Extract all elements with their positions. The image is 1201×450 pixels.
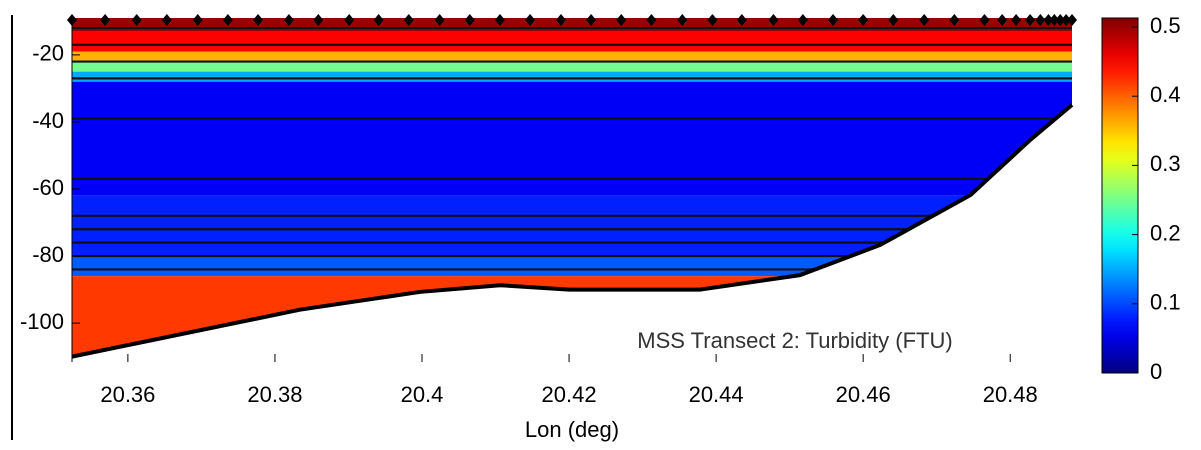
x-tick-label: 20.38 (247, 382, 302, 407)
turbidity-layer (72, 61, 1072, 72)
colorbar-tick-label: 0 (1150, 359, 1162, 384)
station-marker (768, 14, 779, 26)
x-axis-label: Lon (deg) (525, 417, 619, 442)
y-tick-label: -80 (32, 242, 64, 267)
station-marker (344, 14, 355, 26)
station-marker (828, 14, 839, 26)
station-marker (1025, 14, 1036, 26)
station-marker (100, 14, 111, 26)
turbidity-layer (72, 31, 1072, 52)
station-marker (464, 14, 475, 26)
y-tick-label: -40 (32, 108, 64, 133)
x-tick-label: 20.44 (689, 382, 744, 407)
seafloor-line (71, 103, 1074, 359)
colorbar-tick-label: 0.2 (1150, 220, 1181, 245)
colorbar (1101, 17, 1139, 374)
station-marker (858, 14, 869, 26)
y-tick-label: -100 (20, 309, 64, 334)
station-marker (1067, 14, 1077, 26)
station-marker (222, 14, 233, 26)
station-marker (736, 14, 747, 26)
overlay (67, 14, 1077, 359)
station-marker (997, 14, 1008, 26)
station-marker (313, 14, 324, 26)
turbidity-layer (72, 81, 1072, 196)
station-marker (586, 14, 597, 26)
x-tick-label: 20.42 (542, 382, 597, 407)
station-marker (1049, 14, 1060, 26)
station-marker (283, 14, 294, 26)
annotation: MSS Transect 2: Turbidity (FTU) (637, 328, 952, 353)
station-marker (192, 14, 203, 26)
turbidity-layer (72, 256, 1072, 277)
station-marker (1043, 14, 1054, 26)
x-tick-label: 20.36 (100, 382, 155, 407)
station-marker (1035, 14, 1046, 26)
station-marker (677, 14, 688, 26)
station-marker (1061, 14, 1072, 26)
y-tick-label: -60 (32, 175, 64, 200)
x-tick-label: 20.46 (836, 382, 891, 407)
turbidity-layer (72, 71, 1072, 82)
station-marker (253, 14, 264, 26)
station-marker (888, 14, 899, 26)
turbidity-layer (72, 51, 1072, 62)
colorbar-tick-label: 0.4 (1150, 82, 1181, 107)
station-marker (555, 14, 566, 26)
x-tick-label: 20.4 (401, 382, 444, 407)
station-marker (494, 14, 505, 26)
station-marker (646, 14, 657, 26)
x-tick-label: 20.48 (983, 382, 1038, 407)
station-marker (949, 14, 960, 26)
colorbar-tick-label: 0.5 (1150, 13, 1181, 38)
field (72, 18, 1072, 357)
station-marker (616, 14, 627, 26)
turbidity-layer (72, 195, 1072, 257)
station-marker (979, 14, 990, 26)
station-marker (161, 14, 172, 26)
y-tick-label: -20 (32, 41, 64, 66)
station-marker (525, 14, 536, 26)
station-marker (707, 14, 718, 26)
station-marker (403, 14, 414, 26)
station-marker (1055, 14, 1066, 26)
station-marker (131, 14, 142, 26)
station-marker (434, 14, 445, 26)
station-marker (373, 14, 384, 26)
colorbar-tick-label: 0.3 (1150, 151, 1181, 176)
colorbar-tick-label: 0.1 (1150, 290, 1181, 315)
station-marker (797, 14, 808, 26)
station-marker (919, 14, 930, 26)
station-marker (1011, 14, 1022, 26)
